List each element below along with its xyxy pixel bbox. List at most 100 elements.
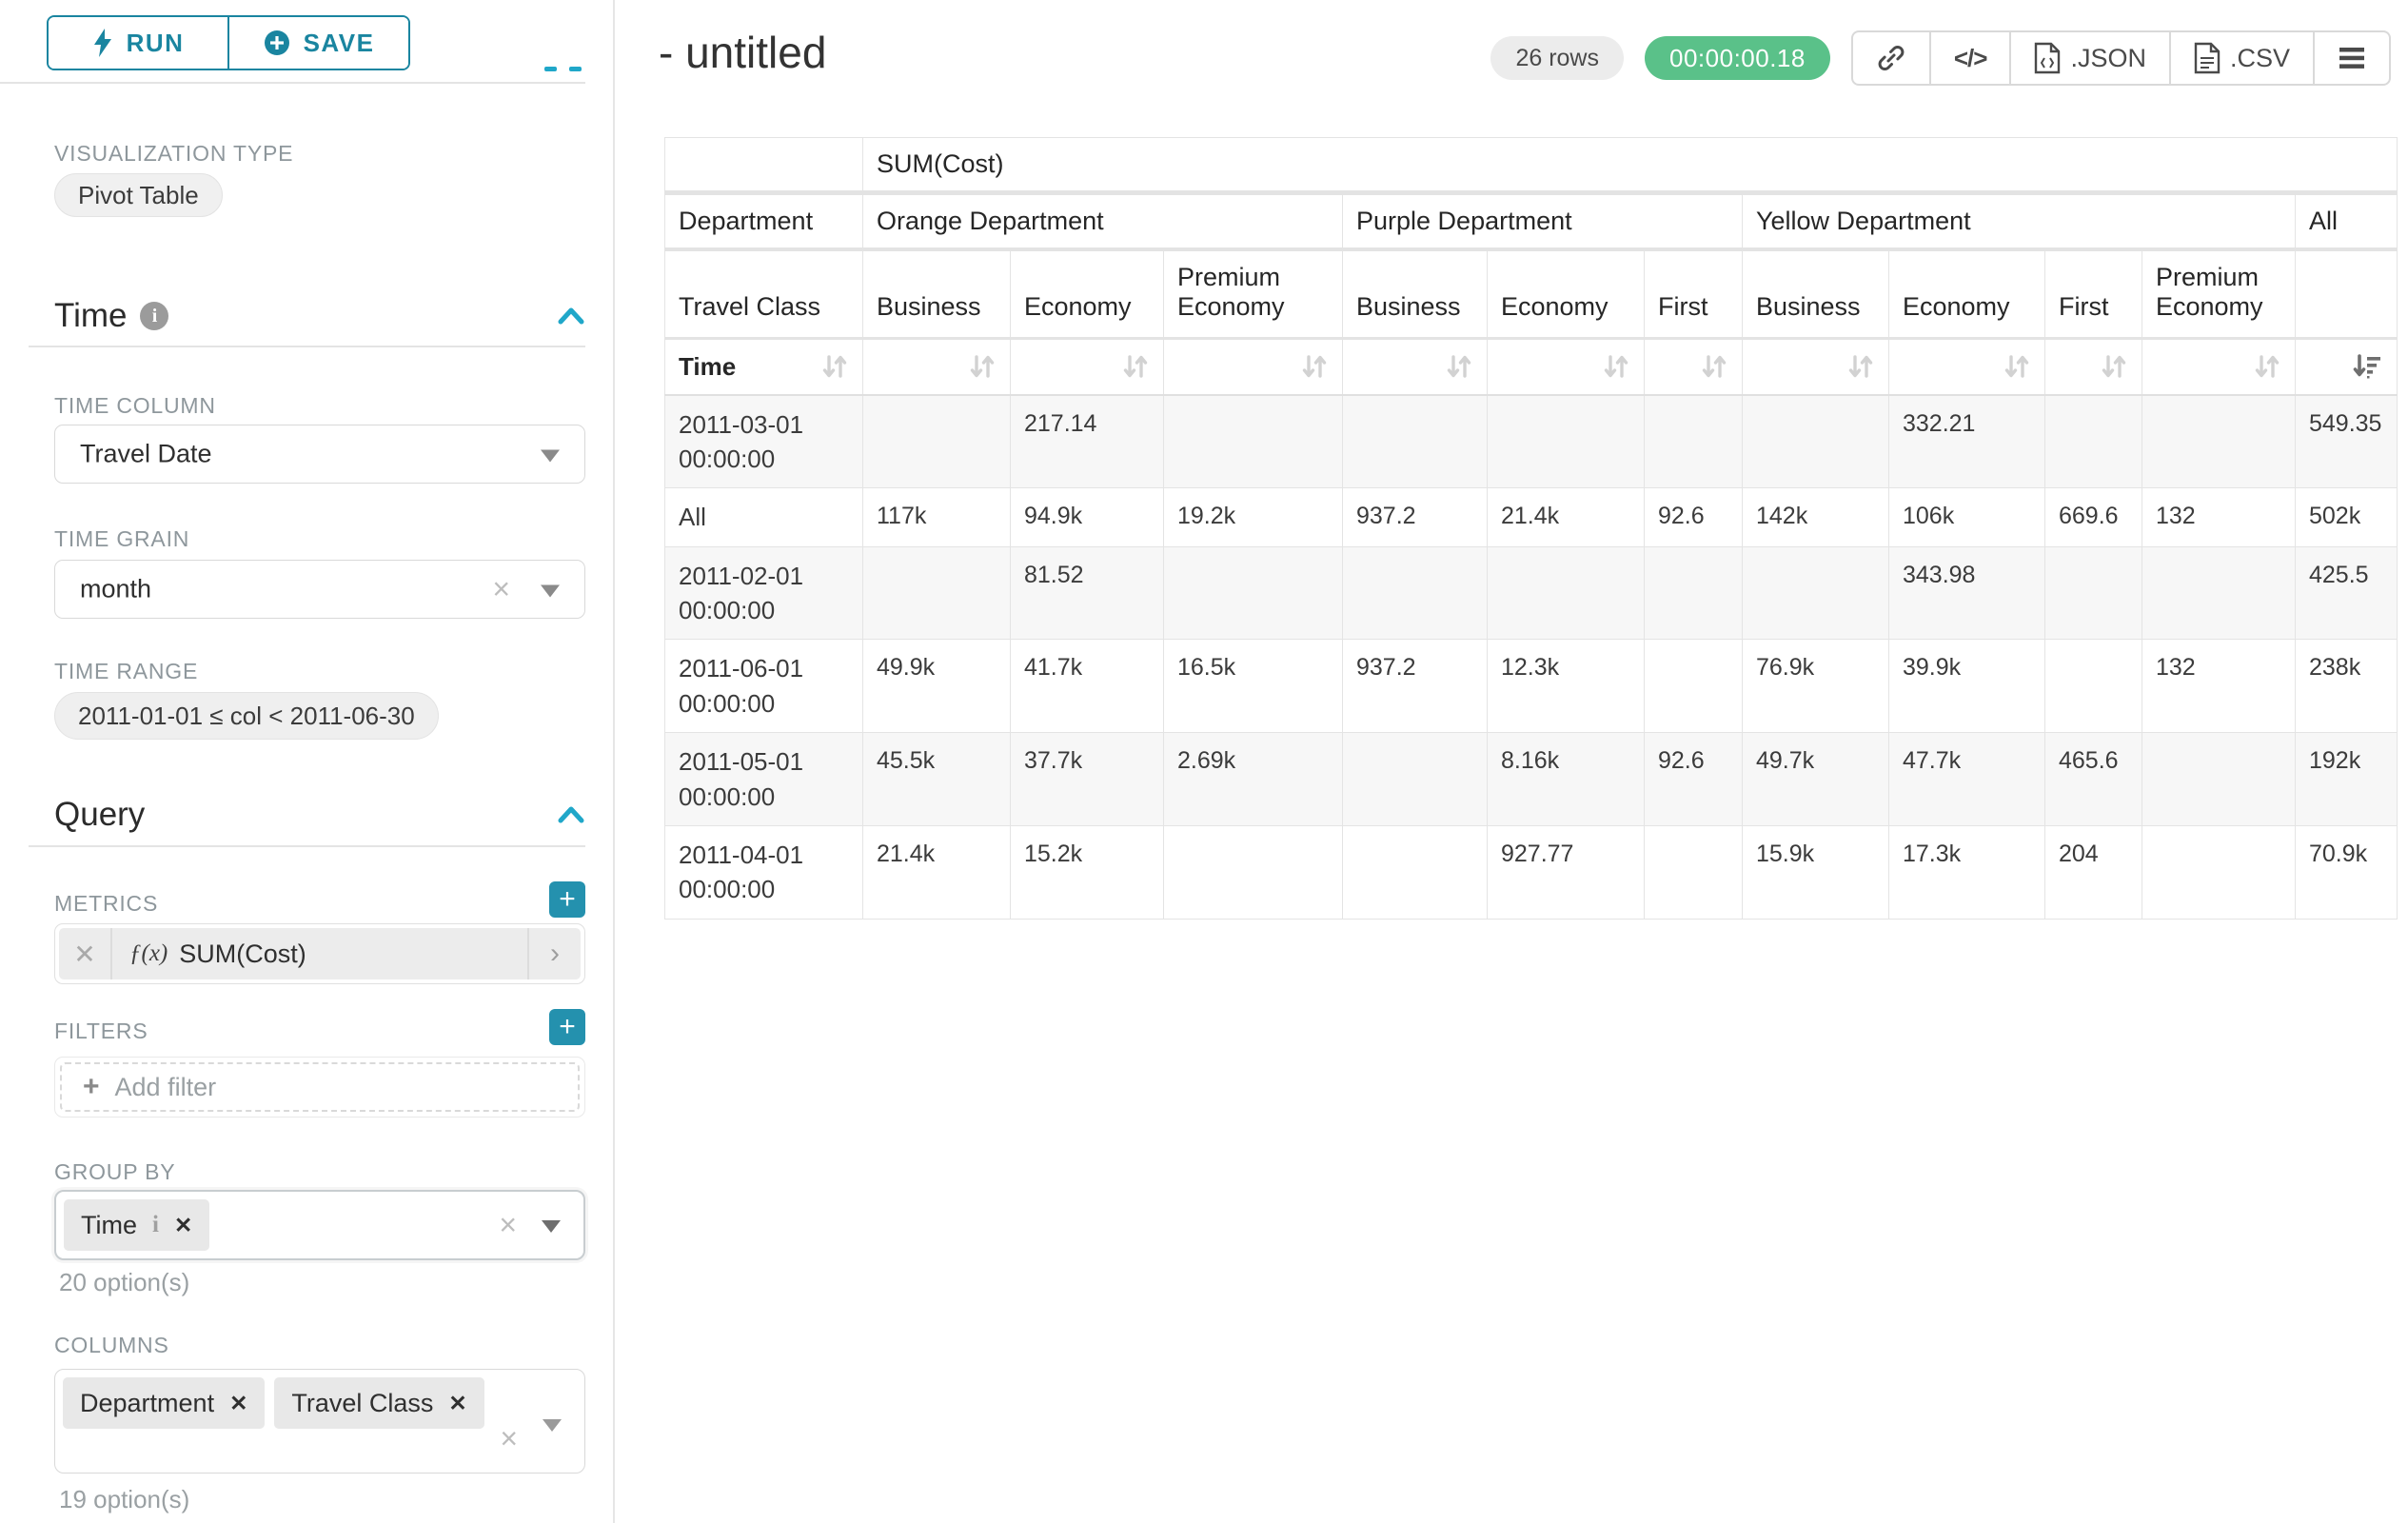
hamburger-menu-icon (2339, 48, 2364, 69)
pivot-cell: 117k (862, 487, 1011, 547)
metric-chip[interactable]: ✕ ƒ(x) SUM(Cost) › (59, 928, 581, 979)
pivot-cell (1163, 393, 1343, 489)
pivot-cell: 37.7k (1010, 732, 1164, 827)
info-icon[interactable]: i (140, 302, 169, 330)
save-button[interactable]: SAVE (227, 17, 408, 69)
pivot-cell (1644, 545, 1743, 641)
pivot-sort-header[interactable] (1742, 338, 1889, 396)
pivot-cell (862, 545, 1011, 641)
dimension-chip[interactable]: Travel Class ✕ (274, 1377, 484, 1429)
dimension-chip[interactable]: Department ✕ (63, 1377, 266, 1429)
pivot-sort-header[interactable] (1487, 338, 1645, 396)
pivot-sort-header[interactable] (1010, 338, 1164, 396)
group-by-select[interactable]: Time i ✕ × (54, 1190, 585, 1260)
pivot-cell: 39.9k (1888, 639, 2045, 734)
sort-icon[interactable] (1700, 353, 1728, 380)
pivot-cell: 132 (2142, 487, 2296, 547)
pivot-cell: 204 (2044, 825, 2142, 920)
columns-options-count: 19 option(s) (59, 1485, 190, 1513)
control-panel-sidebar: Chart Type RUN SAVE VISUALIZATION TYPE P… (0, 0, 615, 1523)
caret-down-icon[interactable] (541, 584, 560, 598)
metric-label: ƒ(x) SUM(Cost) (112, 940, 527, 969)
view-query-button[interactable]: </> (1928, 32, 2010, 84)
export-csv-button[interactable]: .CSV (2168, 32, 2313, 84)
remove-chip-icon[interactable]: ✕ (229, 1390, 248, 1415)
sort-icon[interactable] (1445, 353, 1473, 380)
pivot-row-label: 2011-05-01 00:00:00 (664, 732, 863, 827)
remove-metric-icon[interactable]: ✕ (59, 928, 112, 979)
pivot-cell: 21.4k (1487, 487, 1645, 547)
pivot-sort-header[interactable] (1644, 338, 1743, 396)
sort-icon[interactable] (1300, 353, 1329, 380)
time-range-chip[interactable]: 2011-01-01 ≤ col < 2011-06-30 (54, 692, 439, 740)
add-filter-dropzone[interactable]: + Add filter (60, 1062, 580, 1112)
pivot-cell (1487, 393, 1645, 489)
copy-link-button[interactable] (1853, 32, 1929, 84)
pivot-cell: 17.3k (1888, 825, 2045, 920)
group-by-label: GROUP BY (54, 1159, 176, 1184)
sort-icon[interactable] (2253, 353, 2281, 380)
pivot-data-row: 2011-02-01 00:00:00 81.52 343.98 425.5 (664, 545, 2398, 641)
caret-down-icon[interactable] (542, 1220, 561, 1233)
pivot-data-row: 2011-05-01 00:00:00 45.5k 37.7k 2.69k 8.16k 9… (664, 732, 2398, 827)
pivot-sort-header[interactable] (2044, 338, 2142, 396)
pivot-cell: 937.2 (1342, 487, 1488, 547)
chevron-up-icon[interactable] (557, 804, 585, 825)
sort-icon[interactable] (1602, 353, 1630, 380)
pivot-col-header: Economy (1010, 248, 1164, 340)
menu-button[interactable] (2313, 32, 2389, 84)
pivot-sort-header[interactable]: Time (664, 338, 863, 396)
pivot-cell (1342, 825, 1488, 920)
pivot-row-label: 2011-06-01 00:00:00 (664, 639, 863, 734)
chevron-up-icon[interactable] (557, 306, 585, 326)
sort-icon[interactable] (1121, 353, 1150, 380)
caret-down-icon[interactable] (543, 1419, 562, 1432)
visualization-type-chip[interactable]: Pivot Table (54, 173, 223, 217)
export-csv-label: .CSV (2229, 43, 2290, 72)
pivot-cell: 2.69k (1163, 732, 1343, 827)
sort-icon[interactable] (2100, 353, 2128, 380)
dimension-chip[interactable]: Time i ✕ (64, 1199, 210, 1251)
run-button[interactable]: RUN (49, 17, 227, 69)
info-icon: i (152, 1212, 159, 1237)
pivot-column-dimension-label: Department (664, 192, 863, 251)
sort-desc-active-icon[interactable] (2351, 353, 2383, 380)
columns-select[interactable]: Department ✕ Travel Class ✕ × (54, 1369, 585, 1474)
pivot-cell (1644, 639, 1743, 734)
pivot-sort-header[interactable] (1888, 338, 2045, 396)
pivot-sort-header[interactable] (862, 338, 1011, 396)
pivot-cell (2044, 545, 2142, 641)
export-json-label: .JSON (2070, 43, 2146, 72)
sort-icon[interactable] (968, 353, 997, 380)
dimension-chip-label: Time (81, 1210, 137, 1239)
chart-title[interactable]: - untitled (659, 28, 827, 77)
add-metric-button[interactable]: + (549, 881, 585, 918)
remove-chip-icon[interactable]: ✕ (173, 1212, 193, 1237)
decorative-dash-icon (569, 67, 582, 71)
pivot-sort-header[interactable] (1342, 338, 1488, 396)
add-filter-button[interactable]: + (549, 1009, 585, 1045)
pivot-col-header (2294, 248, 2398, 340)
caret-down-icon[interactable] (541, 449, 560, 463)
chevron-right-icon[interactable]: › (527, 928, 581, 979)
sort-icon[interactable] (2003, 353, 2031, 380)
pivot-sort-header-active[interactable] (2294, 338, 2398, 396)
decorative-dash-icon (544, 67, 557, 71)
pivot-sort-header[interactable] (1163, 338, 1343, 396)
pivot-cell (1163, 545, 1343, 641)
group-by-options-count: 20 option(s) (59, 1268, 190, 1296)
pivot-col-header: First (1644, 248, 1743, 340)
clear-icon[interactable]: × (499, 1207, 517, 1242)
sort-icon[interactable] (1846, 353, 1875, 380)
clear-icon[interactable]: × (492, 571, 510, 606)
pivot-cell: 425.5 (2294, 545, 2398, 641)
time-column-select[interactable]: Travel Date (54, 425, 585, 484)
time-grain-select[interactable]: month × (54, 560, 585, 619)
export-json-button[interactable]: .JSON (2009, 32, 2169, 84)
remove-chip-icon[interactable]: ✕ (448, 1390, 467, 1415)
pivot-cell: 92.6 (1644, 732, 1743, 827)
clear-icon[interactable]: × (500, 1421, 518, 1455)
pivot-sort-header[interactable] (2142, 338, 2296, 396)
section-divider (29, 346, 585, 347)
sort-icon[interactable] (820, 353, 849, 380)
